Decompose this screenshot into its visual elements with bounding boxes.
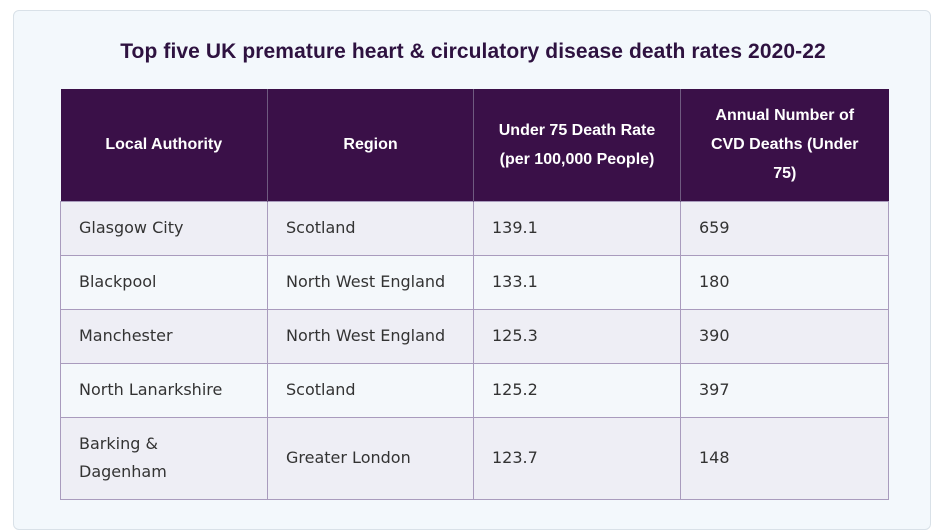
column-header-local-authority: Local Authority bbox=[60, 89, 268, 201]
table-title: Top five UK premature heart & circulator… bbox=[120, 40, 826, 63]
column-header-region: Region bbox=[267, 89, 474, 201]
table-card: Top five UK premature heart & circulator… bbox=[13, 10, 931, 530]
cell-region: Scotland bbox=[267, 200, 474, 256]
data-table: Local Authority Region Under 75 Death Ra… bbox=[60, 89, 889, 500]
cell-region: North West England bbox=[267, 254, 474, 310]
table-header: Local Authority Region Under 75 Death Ra… bbox=[60, 89, 889, 201]
column-header-death-rate: Under 75 Death Rate (per 100,000 People) bbox=[473, 89, 681, 201]
column-header-annual-deaths: Annual Number of CVD Deaths (Under 75) bbox=[680, 89, 889, 201]
cell-death-rate: 125.2 bbox=[473, 362, 681, 418]
cell-local-authority: Glasgow City bbox=[60, 200, 268, 256]
cell-annual-deaths: 148 bbox=[680, 416, 889, 500]
cell-local-authority: North Lanarkshire bbox=[60, 362, 268, 418]
header-row: Local Authority Region Under 75 Death Ra… bbox=[60, 89, 889, 201]
cell-annual-deaths: 397 bbox=[680, 362, 889, 418]
cell-death-rate: 123.7 bbox=[473, 416, 681, 500]
table-body: Glasgow City Scotland 139.1 659 Blackpoo… bbox=[60, 200, 889, 500]
cell-death-rate: 133.1 bbox=[473, 254, 681, 310]
table-row: North Lanarkshire Scotland 125.2 397 bbox=[60, 362, 889, 418]
cell-region: North West England bbox=[267, 308, 474, 364]
cell-annual-deaths: 390 bbox=[680, 308, 889, 364]
cell-annual-deaths: 180 bbox=[680, 254, 889, 310]
table-row: Blackpool North West England 133.1 180 bbox=[60, 254, 889, 310]
cell-local-authority: Barking & Dagenham bbox=[60, 416, 268, 500]
cell-death-rate: 139.1 bbox=[473, 200, 681, 256]
cell-region: Greater London bbox=[267, 416, 474, 500]
cell-annual-deaths: 659 bbox=[680, 200, 889, 256]
cell-local-authority: Blackpool bbox=[60, 254, 268, 310]
table-row: Manchester North West England 125.3 390 bbox=[60, 308, 889, 364]
cell-local-authority: Manchester bbox=[60, 308, 268, 364]
cell-region: Scotland bbox=[267, 362, 474, 418]
table-row: Barking & Dagenham Greater London 123.7 … bbox=[60, 416, 889, 500]
table-row: Glasgow City Scotland 139.1 659 bbox=[60, 200, 889, 256]
cell-death-rate: 125.3 bbox=[473, 308, 681, 364]
